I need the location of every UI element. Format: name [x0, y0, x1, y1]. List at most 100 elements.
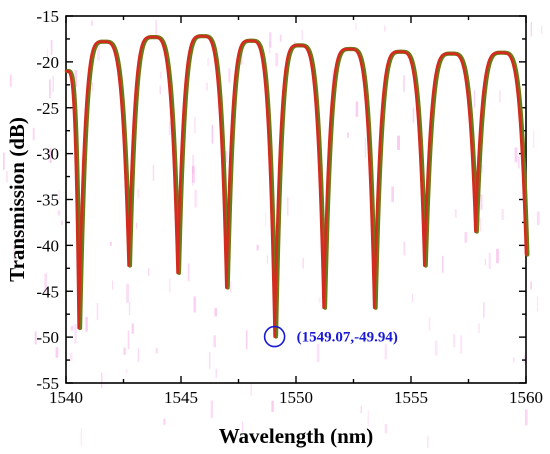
- noise-artifact: [159, 85, 161, 95]
- noise-artifact: [191, 167, 194, 186]
- noise-artifact: [367, 410, 369, 427]
- noise-artifact: [57, 210, 61, 216]
- noise-artifact: [434, 340, 438, 356]
- noise-artifact: [533, 131, 535, 148]
- noise-artifact: [13, 245, 16, 264]
- noise-artifact: [155, 348, 158, 354]
- noise-artifact: [454, 209, 457, 218]
- noise-artifact: [474, 90, 476, 108]
- noise-artifact: [496, 248, 499, 264]
- noise-artifact: [355, 101, 359, 117]
- noise-artifact: [403, 241, 406, 256]
- noise-artifact: [192, 165, 195, 183]
- y-tick-label: -30: [36, 145, 59, 164]
- noise-artifact: [524, 409, 528, 426]
- noise-artifact: [541, 26, 543, 34]
- noise-artifact: [69, 353, 73, 362]
- noise-artifact: [347, 132, 349, 138]
- noise-artifact: [74, 324, 77, 344]
- noise-artifact: [74, 70, 78, 88]
- noise-artifact: [268, 41, 271, 54]
- noise-artifact: [70, 326, 74, 331]
- noise-artifact: [536, 296, 539, 312]
- noise-artifact: [481, 164, 484, 173]
- noise-artifact: [211, 124, 214, 144]
- noise-artifact: [411, 294, 414, 302]
- noise-artifact: [187, 263, 190, 282]
- noise-artifact: [483, 302, 485, 318]
- x-tick-label: 1545: [164, 388, 198, 407]
- noise-artifact: [530, 22, 532, 37]
- noise-artifact: [97, 41, 100, 61]
- noise-artifact: [428, 317, 431, 331]
- noise-artifact: [5, 171, 8, 183]
- noise-artifact: [126, 283, 129, 303]
- noise-artifact: [50, 40, 53, 55]
- noise-artifact: [148, 268, 150, 276]
- noise-artifact: [279, 34, 282, 42]
- noise-artifact: [464, 232, 468, 243]
- noise-artifact: [155, 20, 158, 36]
- noise-artifact: [228, 68, 231, 83]
- noise-artifact: [110, 241, 112, 246]
- noise-artifact: [245, 330, 248, 350]
- noise-artifact: [49, 79, 51, 99]
- noise-artifact: [536, 211, 540, 225]
- noise-artifact: [206, 82, 208, 91]
- noise-artifact: [169, 278, 171, 293]
- noise-artifact: [100, 372, 103, 388]
- noise-artifact: [112, 280, 114, 290]
- noise-artifact: [85, 317, 88, 332]
- noise-artifact: [523, 355, 527, 364]
- y-tick-label: -25: [36, 99, 59, 118]
- transmission-series-line: [64, 34, 528, 338]
- noise-artifact: [453, 333, 456, 348]
- noise-artifact: [391, 186, 394, 203]
- noise-artifact: [135, 222, 137, 229]
- noise-artifact: [215, 368, 217, 379]
- noise-artifact: [302, 258, 304, 269]
- axis-tick-labels: 1540 1545 1550 1555 1560 -55 -50 -45 -40 -35 -30 -2…: [36, 7, 543, 407]
- noise-artifact: [128, 302, 131, 316]
- noise-artifact: [480, 194, 483, 210]
- noise-artifact: [427, 436, 429, 448]
- y-axis-title: Transmission (dB): [5, 117, 29, 282]
- noise-artifact: [479, 217, 481, 232]
- noise-artifact: [442, 255, 444, 273]
- noise-artifact: [194, 116, 196, 134]
- x-tick-label: 1555: [394, 388, 428, 407]
- noise-artifact: [168, 121, 171, 135]
- x-tick-label: 1550: [279, 388, 313, 407]
- y-tick-label: -40: [36, 236, 59, 255]
- y-tick-label: -55: [36, 374, 59, 393]
- noise-artifact: [80, 428, 82, 446]
- noise-artifact: [3, 152, 5, 170]
- noise-artifact: [316, 343, 320, 363]
- noise-artifact: [207, 58, 210, 66]
- noise-artifact: [301, 30, 304, 40]
- x-axis-title: Wavelength (nm): [219, 424, 374, 448]
- noise-artifact: [478, 323, 480, 334]
- noise-artifact: [224, 151, 228, 163]
- noise-artifact: [484, 258, 486, 266]
- noise-artifact: [58, 190, 60, 201]
- noise-artifact: [397, 135, 400, 150]
- noise-artifact: [266, 255, 268, 264]
- noise-artifact: [318, 297, 321, 304]
- noise-artifact: [96, 303, 99, 320]
- y-tick-label: -45: [36, 282, 59, 301]
- noise-artifact: [460, 335, 463, 354]
- noise-artifact: [193, 296, 196, 313]
- plot-frame: [65, 15, 527, 384]
- noise-artifact: [17, 228, 20, 242]
- noise-artifact: [163, 418, 166, 425]
- noise-artifact: [214, 308, 217, 317]
- noise-artifact: [265, 212, 267, 227]
- noise-artifact: [90, 20, 94, 26]
- noise-artifact: [81, 158, 83, 168]
- axis-ticks: [65, 15, 527, 384]
- noise-artifact: [488, 252, 491, 269]
- annotation-marker: [263, 325, 286, 348]
- noise-artifact: [9, 74, 12, 87]
